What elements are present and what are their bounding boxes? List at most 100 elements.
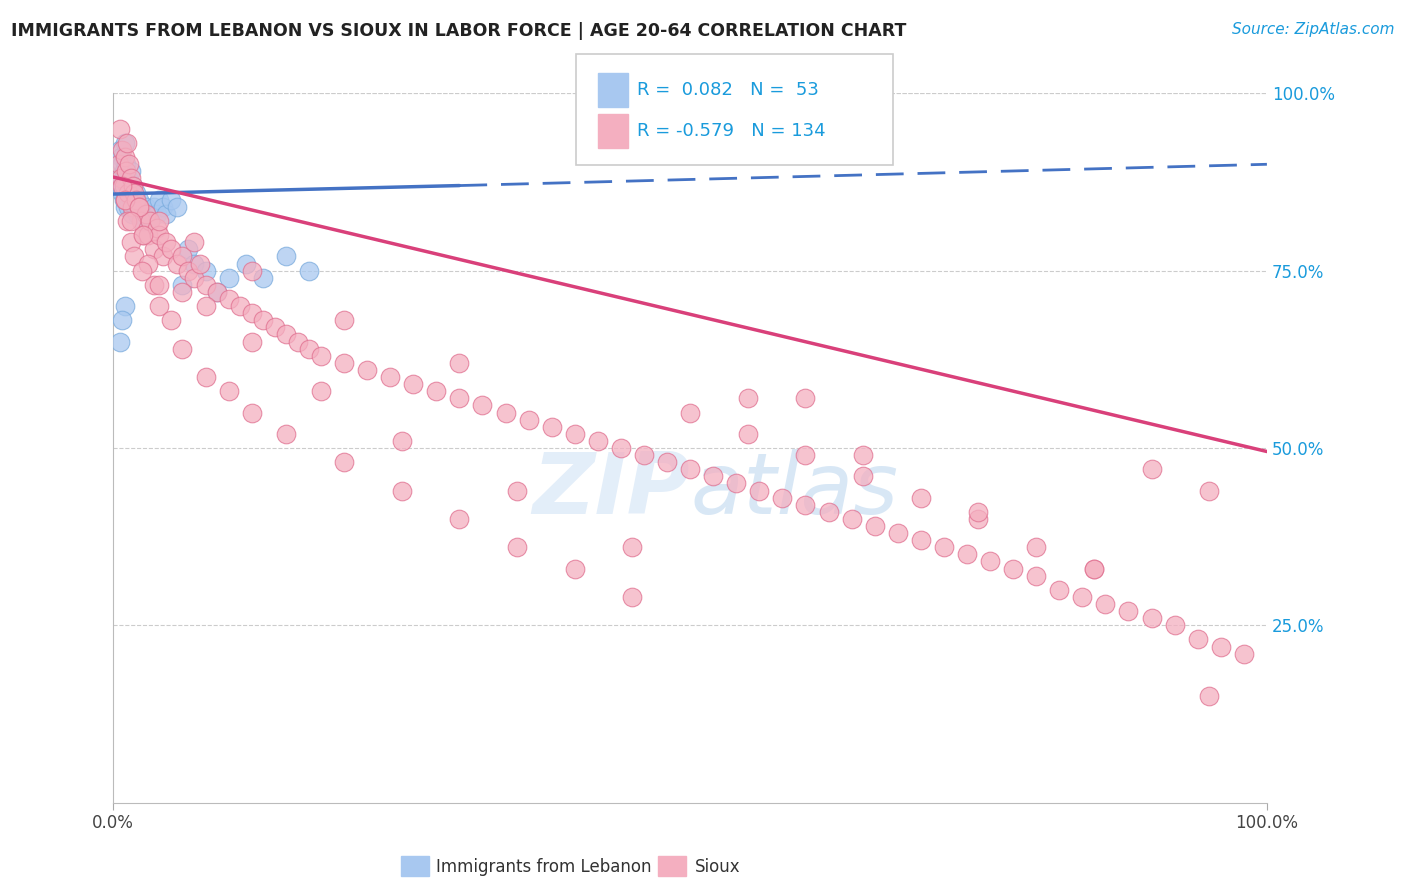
Point bbox=[142, 277, 165, 292]
Point bbox=[131, 263, 153, 277]
Point bbox=[172, 250, 194, 264]
Point bbox=[737, 426, 759, 441]
Point bbox=[841, 512, 863, 526]
Point bbox=[910, 533, 932, 548]
Point bbox=[115, 136, 138, 150]
Point bbox=[160, 193, 183, 207]
Point bbox=[817, 505, 839, 519]
Point bbox=[188, 256, 211, 270]
Point bbox=[111, 143, 134, 157]
Point bbox=[655, 455, 678, 469]
Point bbox=[276, 327, 298, 342]
Point bbox=[194, 277, 217, 292]
Point bbox=[748, 483, 770, 498]
Point bbox=[218, 384, 240, 399]
Point bbox=[128, 193, 150, 207]
Point bbox=[146, 207, 169, 221]
Point bbox=[1047, 582, 1070, 597]
Point bbox=[132, 228, 155, 243]
Point bbox=[679, 405, 702, 419]
Point bbox=[276, 250, 298, 264]
Text: atlas: atlas bbox=[690, 449, 898, 532]
Point bbox=[120, 164, 142, 178]
Point bbox=[177, 243, 200, 257]
Point bbox=[115, 178, 138, 193]
Point bbox=[1140, 462, 1163, 476]
Point bbox=[333, 455, 356, 469]
Point bbox=[136, 228, 159, 243]
Text: Immigrants from Lebanon: Immigrants from Lebanon bbox=[436, 858, 651, 876]
Point bbox=[115, 193, 138, 207]
Point bbox=[114, 136, 136, 150]
Point bbox=[135, 200, 157, 214]
Point bbox=[967, 505, 990, 519]
Point bbox=[117, 200, 139, 214]
Point bbox=[131, 207, 153, 221]
Point bbox=[794, 498, 817, 512]
Point bbox=[852, 469, 875, 483]
Point bbox=[112, 164, 135, 178]
Text: ZIP: ZIP bbox=[533, 449, 690, 532]
Point bbox=[108, 157, 131, 171]
Point bbox=[1002, 561, 1025, 575]
Point bbox=[235, 256, 257, 270]
Point bbox=[110, 178, 132, 193]
Point bbox=[125, 193, 148, 207]
Point bbox=[114, 193, 136, 207]
Point bbox=[679, 462, 702, 476]
Point bbox=[146, 221, 169, 235]
Point bbox=[770, 491, 793, 505]
Point bbox=[155, 235, 177, 250]
Point bbox=[183, 256, 205, 270]
Point bbox=[506, 541, 529, 555]
Point bbox=[218, 270, 240, 285]
Point bbox=[564, 561, 586, 575]
Point bbox=[172, 285, 194, 299]
Point bbox=[108, 121, 131, 136]
Point bbox=[111, 186, 134, 200]
Point bbox=[160, 313, 183, 327]
Point bbox=[117, 171, 139, 186]
Point bbox=[152, 200, 174, 214]
Point bbox=[633, 448, 655, 462]
Point bbox=[391, 483, 413, 498]
Point bbox=[121, 207, 143, 221]
Point bbox=[118, 186, 141, 200]
Point bbox=[132, 214, 155, 228]
Point bbox=[252, 313, 274, 327]
Point bbox=[564, 426, 586, 441]
Point bbox=[122, 178, 145, 193]
Point bbox=[172, 277, 194, 292]
Point bbox=[136, 256, 159, 270]
Point bbox=[112, 178, 135, 193]
Point bbox=[114, 299, 136, 313]
Text: R =  0.082   N =  53: R = 0.082 N = 53 bbox=[637, 81, 818, 99]
Point bbox=[136, 207, 159, 221]
Point bbox=[111, 157, 134, 171]
Point bbox=[128, 200, 150, 214]
Point bbox=[725, 476, 748, 491]
Point bbox=[122, 186, 145, 200]
Point bbox=[333, 313, 356, 327]
Point bbox=[956, 547, 979, 561]
Point bbox=[1094, 597, 1116, 611]
Point bbox=[979, 554, 1001, 568]
Point bbox=[425, 384, 447, 399]
Point bbox=[111, 313, 134, 327]
Point bbox=[1083, 561, 1105, 575]
Point bbox=[702, 469, 724, 483]
Point bbox=[111, 178, 134, 193]
Point bbox=[194, 370, 217, 384]
Point bbox=[863, 519, 886, 533]
Point bbox=[205, 285, 228, 299]
Point bbox=[794, 448, 817, 462]
Point bbox=[506, 483, 529, 498]
Point bbox=[1071, 590, 1094, 604]
Text: Sioux: Sioux bbox=[695, 858, 740, 876]
Point bbox=[263, 320, 285, 334]
Point bbox=[794, 392, 817, 406]
Point bbox=[139, 214, 162, 228]
Point bbox=[110, 150, 132, 164]
Point bbox=[122, 250, 145, 264]
Point bbox=[124, 200, 146, 214]
